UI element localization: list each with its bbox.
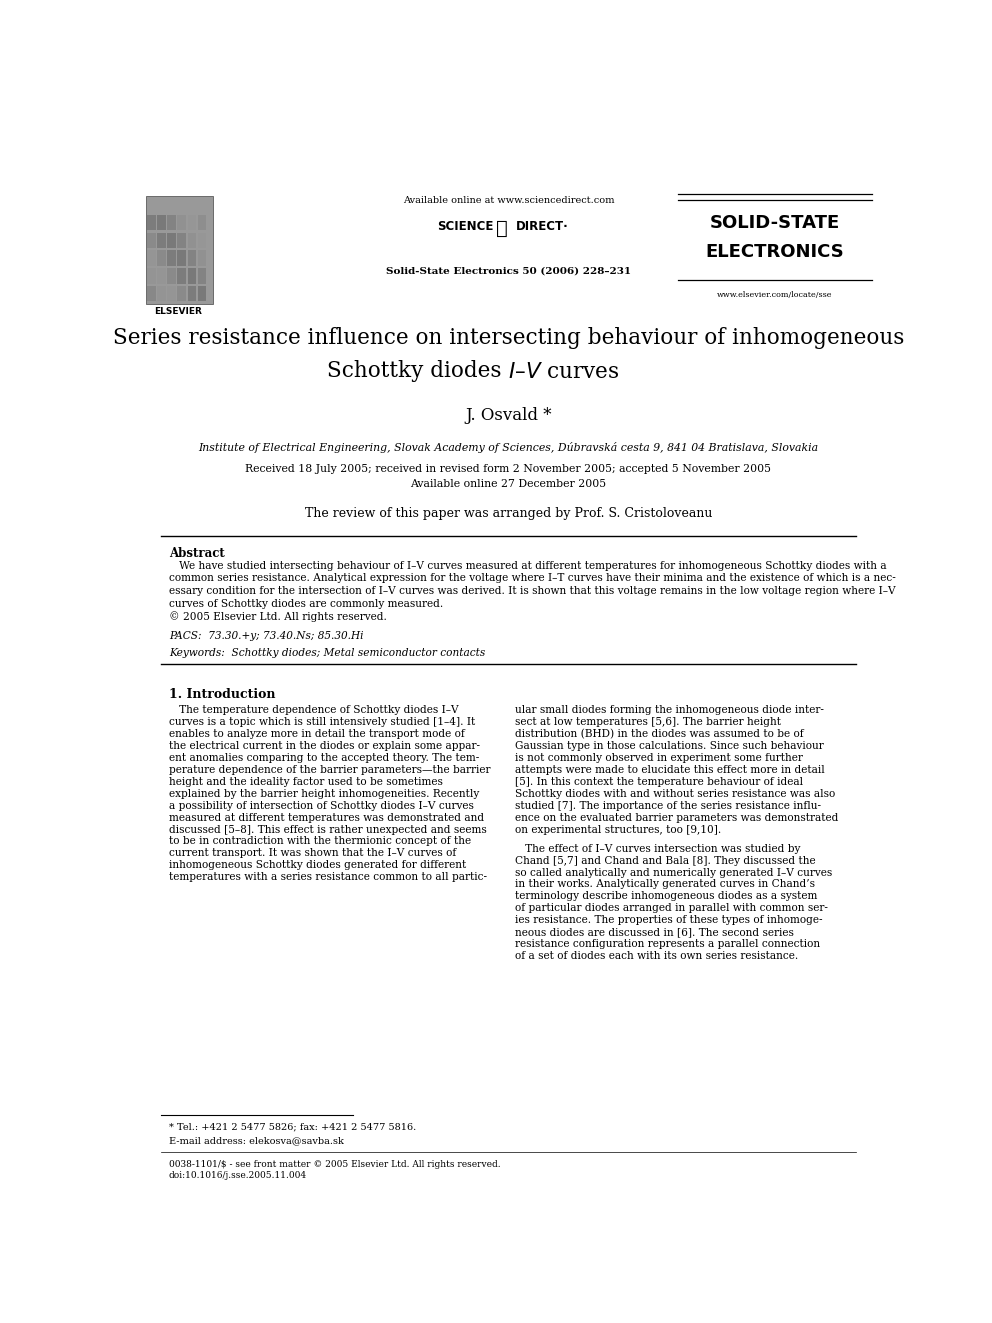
Bar [197, 233, 206, 249]
Bar [147, 269, 156, 283]
Text: Abstract: Abstract [169, 546, 225, 560]
Bar [147, 214, 156, 230]
Text: © 2005 Elsevier Ltd. All rights reserved.: © 2005 Elsevier Ltd. All rights reserved… [169, 611, 387, 622]
Text: curves of Schottky diodes are commonly measured.: curves of Schottky diodes are commonly m… [169, 599, 443, 609]
Text: resistance configuration represents a parallel connection: resistance configuration represents a pa… [516, 939, 820, 949]
Text: explained by the barrier height inhomogeneities. Recently: explained by the barrier height inhomoge… [169, 789, 479, 799]
Text: www.elsevier.com/locate/sse: www.elsevier.com/locate/sse [717, 291, 832, 299]
Text: perature dependence of the barrier parameters—the barrier: perature dependence of the barrier param… [169, 765, 490, 775]
Bar [168, 269, 176, 283]
Bar [158, 269, 166, 283]
Text: Received 18 July 2005; received in revised form 2 November 2005; accepted 5 Nove: Received 18 July 2005; received in revis… [245, 463, 772, 474]
Text: The effect of I–V curves intersection was studied by: The effect of I–V curves intersection wa… [516, 844, 801, 853]
Bar [168, 250, 176, 266]
Bar [187, 286, 196, 302]
Bar [147, 286, 156, 302]
Bar [168, 214, 176, 230]
Text: doi:10.1016/j.sse.2005.11.004: doi:10.1016/j.sse.2005.11.004 [169, 1171, 308, 1180]
Bar [178, 286, 186, 302]
Text: sect at low temperatures [5,6]. The barrier height: sect at low temperatures [5,6]. The barr… [516, 717, 782, 728]
Bar [197, 250, 206, 266]
Bar [197, 269, 206, 283]
Text: Available online at www.sciencedirect.com: Available online at www.sciencedirect.co… [403, 196, 614, 205]
Bar [178, 214, 186, 230]
Bar [146, 196, 213, 303]
Text: Keywords:  Schottky diodes; Metal semiconductor contacts: Keywords: Schottky diodes; Metal semicon… [169, 648, 485, 659]
Text: is not commonly observed in experiment some further: is not commonly observed in experiment s… [516, 753, 804, 763]
Bar [158, 233, 166, 249]
Bar [197, 286, 206, 302]
Text: E-mail address: elekosva@savba.sk: E-mail address: elekosva@savba.sk [169, 1136, 344, 1146]
Text: ELECTRONICS: ELECTRONICS [705, 243, 844, 262]
Bar [158, 286, 166, 302]
Text: 1. Introduction: 1. Introduction [169, 688, 276, 701]
Text: in their works. Analytically generated curves in Chand’s: in their works. Analytically generated c… [516, 880, 815, 889]
Text: ELSEVIER: ELSEVIER [155, 307, 202, 316]
Text: discussed [5–8]. This effect is rather unexpected and seems: discussed [5–8]. This effect is rather u… [169, 824, 487, 835]
Text: [5]. In this context the temperature behaviour of ideal: [5]. In this context the temperature beh… [516, 777, 804, 787]
Text: ⓓ: ⓓ [496, 218, 507, 238]
Text: J. Osvald *: J. Osvald * [465, 406, 552, 423]
Bar [187, 250, 196, 266]
Text: so called analytically and numerically generated I–V curves: so called analytically and numerically g… [516, 868, 832, 877]
Text: height and the ideality factor used to be sometimes: height and the ideality factor used to b… [169, 777, 442, 787]
Text: Chand [5,7] and Chand and Bala [8]. They discussed the: Chand [5,7] and Chand and Bala [8]. They… [516, 856, 816, 865]
Text: curves is a topic which is still intensively studied [1–4]. It: curves is a topic which is still intensi… [169, 717, 475, 728]
Text: studied [7]. The importance of the series resistance influ-: studied [7]. The importance of the serie… [516, 800, 821, 811]
Bar [197, 214, 206, 230]
Text: ent anomalies comparing to the accepted theory. The tem-: ent anomalies comparing to the accepted … [169, 753, 479, 763]
Text: terminology describe inhomogeneous diodes as a system: terminology describe inhomogeneous diode… [516, 892, 817, 901]
Text: ular small diodes forming the inhomogeneous diode inter-: ular small diodes forming the inhomogene… [516, 705, 824, 716]
Text: attempts were made to elucidate this effect more in detail: attempts were made to elucidate this eff… [516, 765, 825, 775]
Text: distribution (BHD) in the diodes was assumed to be of: distribution (BHD) in the diodes was ass… [516, 729, 804, 740]
Text: The review of this paper was arranged by Prof. S. Cristoloveanu: The review of this paper was arranged by… [305, 507, 712, 520]
Text: 0038-1101/$ - see front matter © 2005 Elsevier Ltd. All rights reserved.: 0038-1101/$ - see front matter © 2005 El… [169, 1160, 501, 1168]
Text: DIRECT·: DIRECT· [516, 221, 568, 233]
Text: Series resistance influence on intersecting behaviour of inhomogeneous: Series resistance influence on intersect… [113, 327, 904, 349]
Text: SOLID-STATE: SOLID-STATE [710, 214, 840, 233]
Text: $\mathit{I}$–$\mathit{V}$ curves: $\mathit{I}$–$\mathit{V}$ curves [509, 360, 620, 382]
Text: * Tel.: +421 2 5477 5826; fax: +421 2 5477 5816.: * Tel.: +421 2 5477 5826; fax: +421 2 54… [169, 1123, 417, 1131]
Bar [178, 250, 186, 266]
Text: current transport. It was shown that the I–V curves of: current transport. It was shown that the… [169, 848, 456, 859]
Text: temperatures with a series resistance common to all partic-: temperatures with a series resistance co… [169, 872, 487, 882]
Bar [178, 233, 186, 249]
Bar [187, 214, 196, 230]
Text: neous diodes are discussed in [6]. The second series: neous diodes are discussed in [6]. The s… [516, 927, 795, 937]
Text: of particular diodes arranged in parallel with common ser-: of particular diodes arranged in paralle… [516, 904, 828, 913]
Bar [147, 250, 156, 266]
Text: The temperature dependence of Schottky diodes I–V: The temperature dependence of Schottky d… [169, 705, 458, 716]
Text: Schottky diodes: Schottky diodes [327, 360, 509, 382]
Text: Gaussian type in those calculations. Since such behaviour: Gaussian type in those calculations. Sin… [516, 741, 824, 751]
Bar [147, 233, 156, 249]
Text: to be in contradiction with the thermionic concept of the: to be in contradiction with the thermion… [169, 836, 471, 847]
Bar [158, 214, 166, 230]
Bar [168, 233, 176, 249]
Bar [187, 233, 196, 249]
Text: of a set of diodes each with its own series resistance.: of a set of diodes each with its own ser… [516, 951, 799, 960]
Text: common series resistance. Analytical expression for the voltage where I–T curves: common series resistance. Analytical exp… [169, 573, 896, 583]
Text: inhomogeneous Schottky diodes generated for different: inhomogeneous Schottky diodes generated … [169, 860, 466, 871]
Text: ence on the evaluated barrier parameters was demonstrated: ence on the evaluated barrier parameters… [516, 812, 839, 823]
Bar [178, 269, 186, 283]
Text: essary condition for the intersection of I–V curves was derived. It is shown tha: essary condition for the intersection of… [169, 586, 896, 597]
Text: the electrical current in the diodes or explain some appar-: the electrical current in the diodes or … [169, 741, 480, 751]
Bar [168, 286, 176, 302]
Text: Available online 27 December 2005: Available online 27 December 2005 [411, 479, 606, 490]
Text: enables to analyze more in detail the transport mode of: enables to analyze more in detail the tr… [169, 729, 464, 740]
Text: PACS:  73.30.+y; 73.40.Ns; 85.30.Hi: PACS: 73.30.+y; 73.40.Ns; 85.30.Hi [169, 631, 363, 640]
Text: a possibility of intersection of Schottky diodes I–V curves: a possibility of intersection of Schottk… [169, 800, 474, 811]
Text: measured at different temperatures was demonstrated and: measured at different temperatures was d… [169, 812, 484, 823]
Text: on experimental structures, too [9,10].: on experimental structures, too [9,10]. [516, 824, 721, 835]
Text: We have studied intersecting behaviour of I–V curves measured at different tempe: We have studied intersecting behaviour o… [169, 561, 887, 570]
Text: Schottky diodes with and without series resistance was also: Schottky diodes with and without series … [516, 789, 835, 799]
Bar [158, 250, 166, 266]
Text: SCIENCE: SCIENCE [436, 221, 493, 233]
Text: Solid-State Electronics 50 (2006) 228–231: Solid-State Electronics 50 (2006) 228–23… [386, 266, 631, 275]
Text: Institute of Electrical Engineering, Slovak Academy of Sciences, Dúbravská cesta: Institute of Electrical Engineering, Slo… [198, 442, 818, 452]
Text: ies resistance. The properties of these types of inhomoge-: ies resistance. The properties of these … [516, 916, 823, 925]
Bar [187, 269, 196, 283]
